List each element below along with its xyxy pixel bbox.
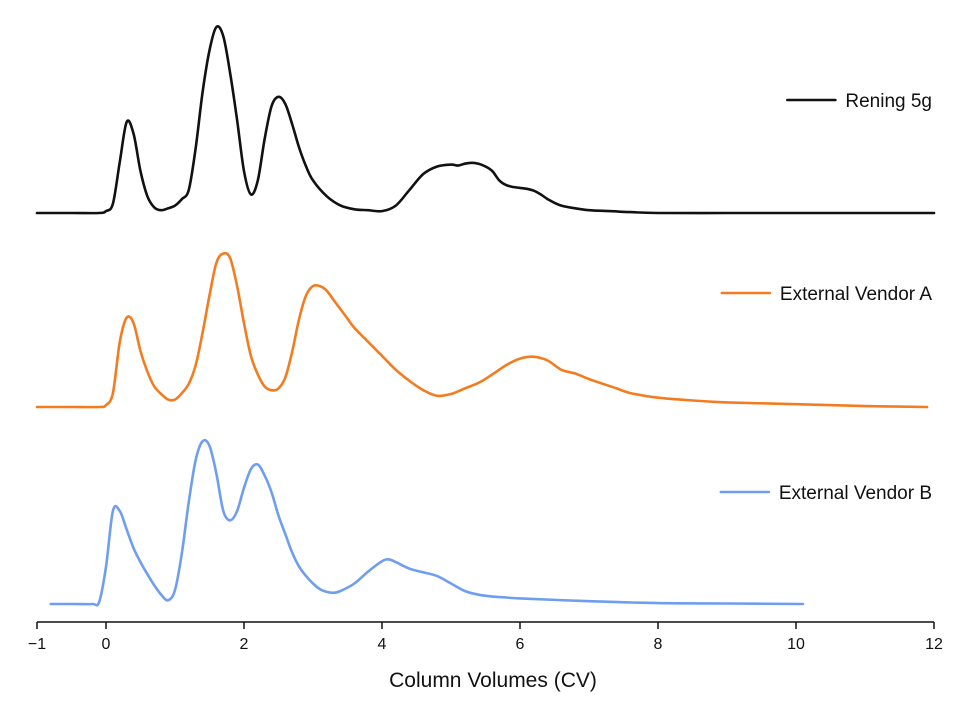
x-tick-label: 12 xyxy=(925,636,943,653)
x-tick-label: 10 xyxy=(787,636,805,653)
legend-label-3: External Vendor B xyxy=(779,483,932,504)
legend-label-1: Rening 5g xyxy=(845,91,932,112)
x-tick-label: 8 xyxy=(654,636,663,653)
x-axis-title: Column Volumes (CV) xyxy=(389,669,597,692)
x-tick-label: 0 xyxy=(102,636,111,653)
x-tick-label: 4 xyxy=(378,636,387,653)
x-tick-label: −1 xyxy=(28,636,46,653)
x-axis: −1 0 2 4 6 8 10 12 xyxy=(28,621,943,653)
legend-label-2: External Vendor A xyxy=(780,284,932,305)
x-tick-label: 6 xyxy=(516,636,525,653)
series-line-2 xyxy=(35,251,929,409)
series-line-3 xyxy=(49,438,805,607)
x-tick-label: 2 xyxy=(240,636,249,653)
legend: Rening 5g External Vendor A External Vendo… xyxy=(719,91,932,504)
series-line-1 xyxy=(35,25,936,215)
trace-group xyxy=(35,25,936,607)
